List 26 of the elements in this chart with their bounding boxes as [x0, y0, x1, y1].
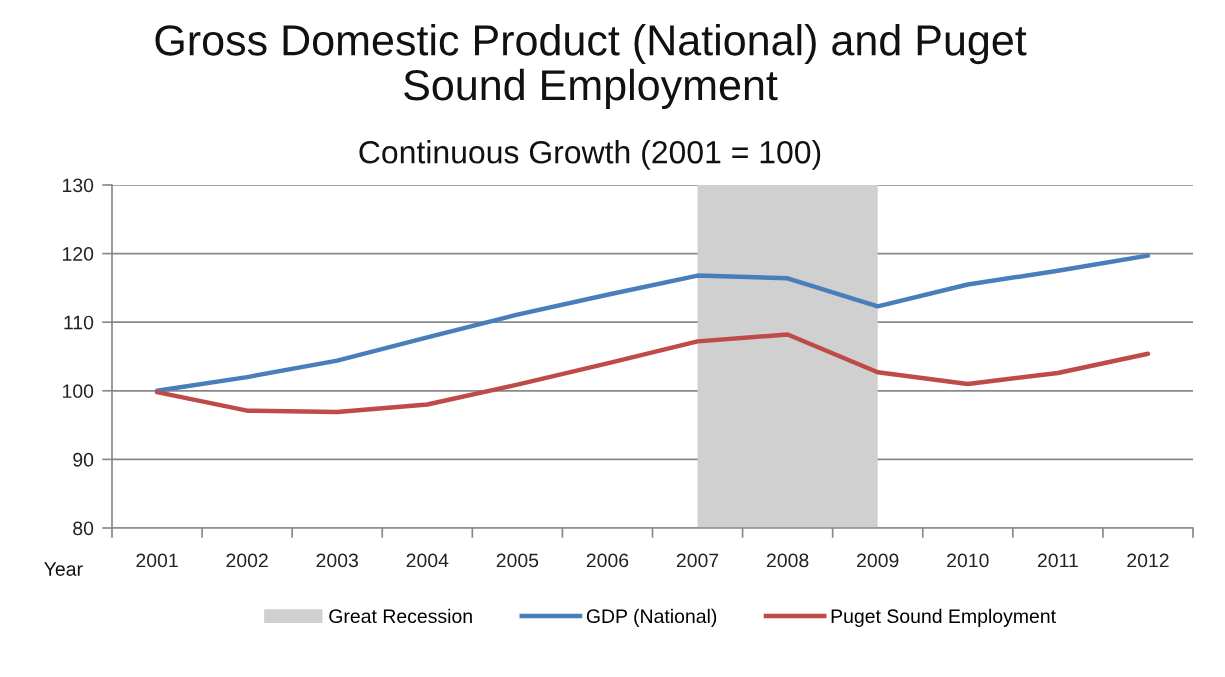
chart-subtitle: Continuous Growth (2001 = 100): [359, 140, 821, 170]
x-tick-label: 2009: [857, 553, 899, 568]
legend-label: GDP (National): [586, 608, 717, 627]
x-tick-label: 2001: [136, 553, 178, 568]
y-tick-label: 120: [62, 247, 94, 261]
y-tick-label: 110: [64, 315, 94, 330]
line-series: [154, 332, 1151, 415]
x-tick-label: 2002: [226, 553, 268, 568]
x-tick-label: 2010: [947, 553, 989, 568]
legend-label: Great Recession: [329, 608, 472, 624]
x-tick-label: 2011: [1037, 553, 1078, 568]
y-tick-label: 100: [62, 384, 94, 399]
y-tick-label: 90: [73, 452, 94, 467]
y-tick-label: 80: [73, 521, 94, 536]
chart-title: Gross Domestic Product (National) and Puget Sound Employment: [155, 24, 1027, 109]
x-tick-label: 2003: [316, 553, 358, 568]
x-tick-label: 2005: [496, 553, 539, 568]
y-tick-label: 130: [62, 178, 94, 193]
x-tick-label: 2008: [766, 553, 809, 568]
x-tick-label: 2004: [406, 553, 449, 568]
legend-label: Puget Sound Employment: [831, 608, 1056, 627]
x-tick-label: 2006: [586, 553, 629, 568]
x-tick-label: 2012: [1127, 553, 1169, 568]
x-tick-label: 2007: [676, 553, 719, 568]
line-series: [154, 253, 1151, 394]
x-axis-title: Year: [44, 562, 83, 576]
